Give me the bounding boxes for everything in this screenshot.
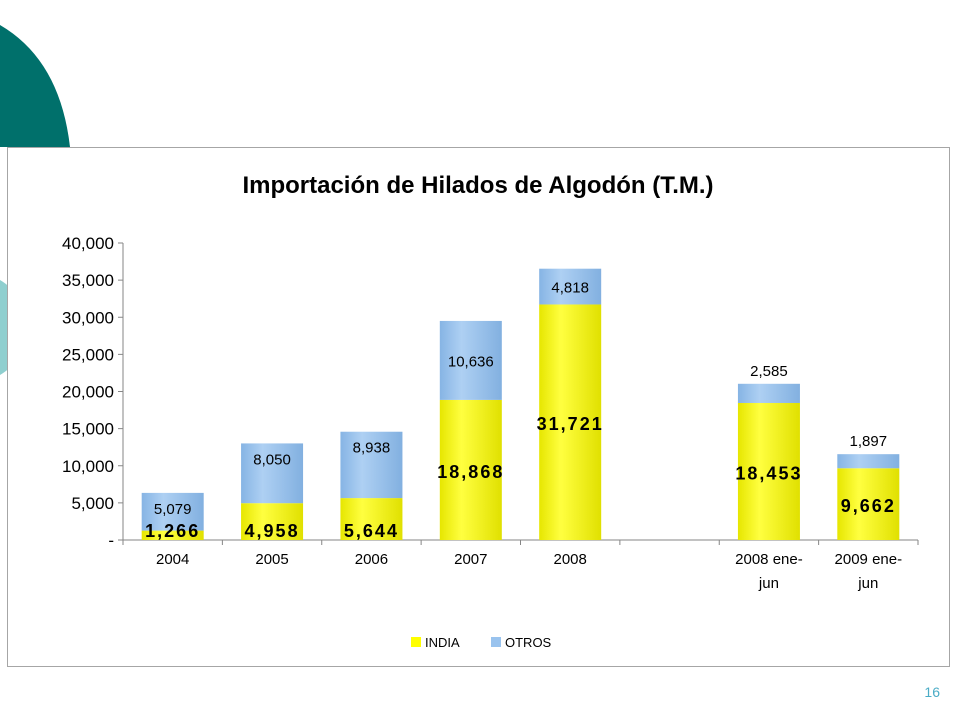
bar-india	[539, 304, 602, 540]
y-tick-label: 40,000	[62, 234, 114, 253]
y-tick-label: 10,000	[62, 457, 114, 476]
bar-otros	[141, 492, 204, 531]
bar-otros	[837, 454, 900, 469]
x-tick-label: jun	[857, 575, 878, 592]
y-tick-label: 35,000	[62, 271, 114, 290]
x-tick-label: jun	[758, 575, 779, 592]
bar-otros	[737, 383, 800, 403]
legend-label-otros: OTROS	[505, 635, 552, 650]
bar-india	[241, 503, 304, 540]
data-label-india: 4,958	[245, 521, 300, 541]
bar-otros	[539, 268, 602, 305]
x-tick-label: 2007	[454, 551, 487, 568]
bar-india	[340, 498, 403, 540]
x-tick-label: 2009 ene-	[835, 551, 903, 568]
chart-title: Importación de Hilados de Algodón (T.M.)	[242, 172, 713, 199]
data-label-india: 31,721	[537, 414, 604, 434]
y-tick-label: 5,000	[71, 494, 114, 513]
bar-india	[737, 402, 800, 540]
y-tick-label: 30,000	[62, 308, 114, 327]
x-tick-label: 2005	[255, 551, 288, 568]
data-label-india: 5,644	[344, 521, 399, 541]
data-label-india: 1,266	[145, 521, 200, 541]
data-label-otros: 5,079	[154, 501, 192, 518]
bar-otros	[340, 431, 403, 499]
y-tick-label: 20,000	[62, 383, 114, 402]
x-tick-label: 2008	[554, 551, 587, 568]
chart-frame: Importación de Hilados de Algodón (T.M.)…	[7, 147, 950, 667]
decor-dark-shape	[0, 25, 70, 147]
x-tick-label: 2008 ene-	[735, 551, 803, 568]
plot-area: - 5,000 10,000 15,000 20,000 25,000 30,000 35,0…	[62, 234, 919, 592]
data-label-otros: 4,818	[551, 280, 589, 297]
data-label-india: 9,662	[841, 496, 896, 516]
bar-otros	[241, 443, 304, 504]
y-tick-label: 15,000	[62, 420, 114, 439]
legend: INDIA OTROS	[411, 635, 552, 650]
data-label-otros: 10,636	[448, 353, 494, 370]
data-label-otros: 8,938	[353, 440, 391, 457]
chart: Importación de Hilados de Algodón (T.M.)…	[62, 172, 919, 650]
bar-otros	[439, 320, 502, 400]
y-tick-label: -	[108, 531, 114, 550]
page-number: 16	[924, 684, 940, 700]
legend-label-india: INDIA	[425, 635, 460, 650]
bar-india	[141, 530, 204, 540]
x-tick-label: 2006	[355, 551, 388, 568]
data-label-india: 18,868	[437, 462, 504, 482]
bar-india	[439, 399, 502, 540]
y-tick-label: 25,000	[62, 345, 114, 364]
legend-swatch-otros	[491, 637, 501, 647]
data-label-otros: 2,585	[750, 363, 788, 380]
x-tick-label: 2004	[156, 551, 189, 568]
data-label-otros: 1,897	[850, 433, 888, 450]
legend-swatch-india	[411, 637, 421, 647]
bar-india	[837, 468, 900, 540]
data-label-india: 18,453	[735, 463, 802, 483]
data-label-otros: 8,050	[253, 451, 291, 468]
